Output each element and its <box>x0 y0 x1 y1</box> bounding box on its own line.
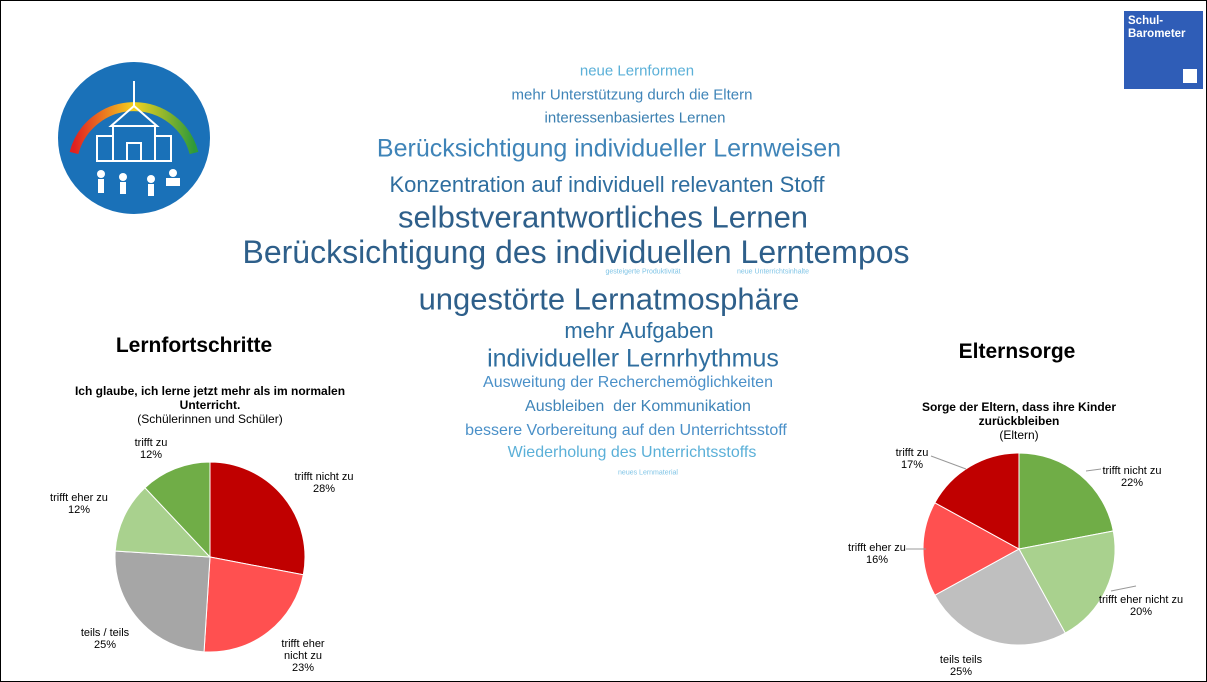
cloud-word: bessere Vorbereitung auf den Unterrichts… <box>465 423 787 439</box>
cloud-word: mehr Aufgaben <box>564 320 713 342</box>
cloud-word: gesteigerte Produktivität <box>605 269 680 276</box>
slice-category: trifft eher zu <box>34 492 124 504</box>
cloud-word: Wiederholung des Unterrichtsstoffs <box>508 445 757 461</box>
cloud-word: Ausbleiben der Kommunikation <box>525 399 751 415</box>
cloud-word: mehr Unterstützung durch die Eltern <box>512 88 753 103</box>
chart-title-text: Sorge der Eltern, dass ihre Kinder zurüc… <box>922 400 1116 428</box>
slice-value: 25% <box>60 639 150 651</box>
chart-heading: Elternsorge <box>959 340 1076 364</box>
cloud-word: Berücksichtigung des individuellen Lernt… <box>242 236 909 268</box>
slice-value: 23% <box>273 662 333 674</box>
pie-charts <box>115 453 1136 652</box>
slice-value: 28% <box>279 483 369 495</box>
cloud-word: interessenbasiertes Lernen <box>545 111 726 126</box>
chart-heading: Lernfortschritte <box>116 334 272 358</box>
cloud-word: ungestörte Lernatmosphäre <box>419 284 800 315</box>
cloud-word: Berücksichtigung individueller Lernweise… <box>377 137 841 162</box>
slice-value: 17% <box>867 459 957 471</box>
brand-logo: Schul-Barometer <box>1124 11 1203 89</box>
slice-value: 12% <box>34 504 124 516</box>
slice-value: 25% <box>916 666 1006 678</box>
slice-category: trifft eher nicht zu <box>1096 594 1186 606</box>
slice-value: 22% <box>1087 477 1177 489</box>
slice-category: trifft nicht zu <box>1087 465 1177 477</box>
leader-line <box>1111 586 1136 591</box>
slice-category: trifft zu <box>106 437 196 449</box>
chart-title: Sorge der Eltern, dass ihre Kinder zurüc… <box>889 400 1149 442</box>
slice-category: trifft eher nicht zu <box>273 638 333 662</box>
cloud-word: Konzentration auf individuell relevanten… <box>390 174 825 196</box>
cloud-word: selbstverantwortliches Lernen <box>398 202 808 233</box>
brand-square <box>1183 69 1197 83</box>
chart-subtitle: (Schülerinnen und Schüler) <box>70 412 350 426</box>
slide: Schul-Barometer neue Lernformen mehr Unte… <box>0 0 1207 682</box>
slice-category: trifft nicht zu <box>279 471 369 483</box>
slice-category: teils / teils <box>60 627 150 639</box>
cloud-word: neue Unterrichtsinhalte <box>737 269 809 276</box>
chart-title-text: Ich glaube, ich lerne jetzt mehr als im … <box>75 384 345 412</box>
brand-label: Schul-Barometer <box>1128 15 1198 41</box>
cloud-word: neues Lernmaterial <box>618 470 678 477</box>
slice-value: 16% <box>832 554 922 566</box>
cloud-word: individueller Lernrhythmus <box>487 347 779 372</box>
cloud-word: neue Lernformen <box>580 64 694 79</box>
chart-subtitle: (Eltern) <box>889 428 1149 442</box>
slice-value: 20% <box>1096 606 1186 618</box>
cloud-word: Ausweitung der Recherchemöglichkeiten <box>483 375 773 391</box>
slice-category: teils teils <box>916 654 1006 666</box>
slice-category: trifft eher zu <box>832 542 922 554</box>
chart-title: Ich glaube, ich lerne jetzt mehr als im … <box>70 384 350 426</box>
slice-value: 12% <box>106 449 196 461</box>
slice-category: trifft zu <box>867 447 957 459</box>
school-logo <box>58 62 210 214</box>
